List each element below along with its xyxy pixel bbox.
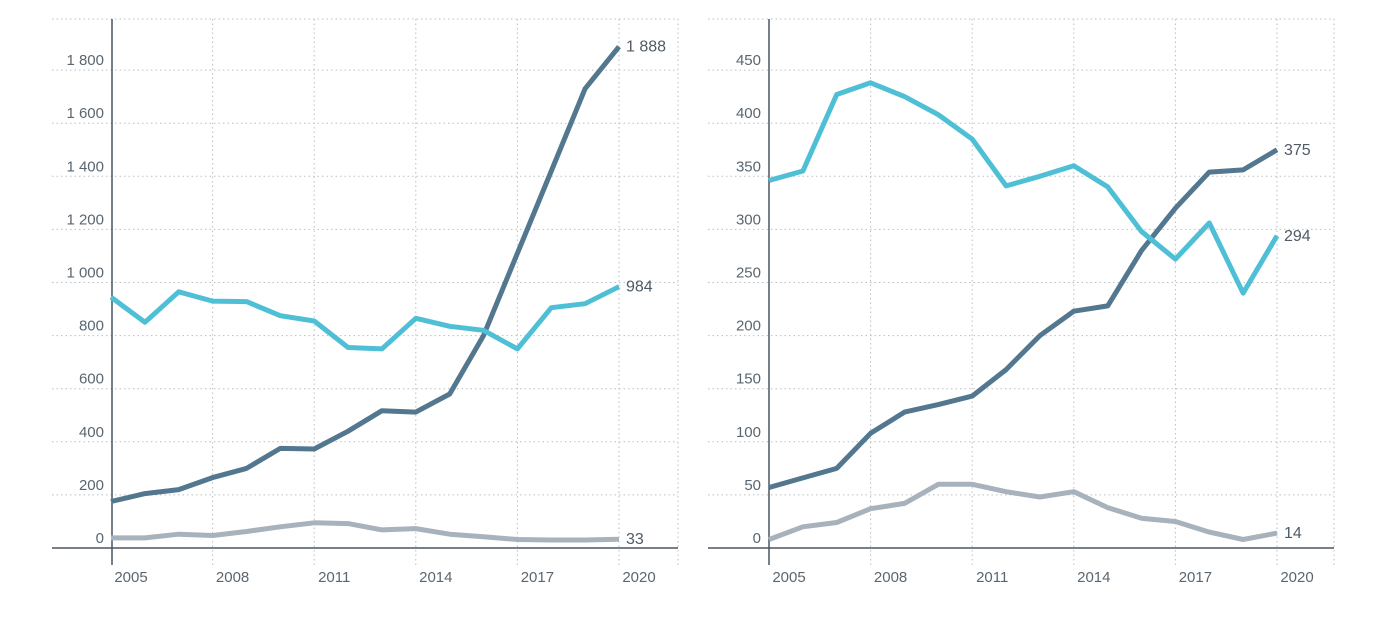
series-end-label: 294 — [1284, 228, 1311, 245]
series-end-label: 984 — [626, 279, 653, 296]
y-tick-label: 1 000 — [66, 265, 104, 282]
x-gridlines — [212, 19, 679, 565]
y-tick-label: 600 — [79, 371, 104, 388]
series-line-2 — [768, 80, 1280, 296]
series-line-2 — [109, 284, 621, 352]
series-line-3 — [111, 520, 620, 543]
x-tick-label: 2011 — [318, 569, 350, 586]
series-end-label: 33 — [626, 531, 644, 548]
x-tick-label: 2008 — [874, 569, 907, 586]
y-tick-label: 1 200 — [66, 211, 104, 228]
y-tick-label: 0 — [96, 530, 104, 547]
y-tick-label: 1 600 — [66, 105, 104, 122]
series-end-label: 375 — [1284, 142, 1311, 159]
y-tick-label: 100 — [736, 424, 761, 441]
series-line-1 — [768, 147, 1279, 490]
y-tick-label: 800 — [79, 318, 104, 335]
chart-panel-1: 0 200 400 600 800 1 000 1 200 1 400 1 600 1 800 20… — [52, 18, 679, 586]
series-line-1 — [110, 45, 621, 504]
series-end-label: 14 — [1284, 525, 1302, 542]
x-tick-label: 2014 — [419, 569, 452, 586]
x-tick-label: 2011 — [976, 569, 1008, 586]
x-tick-label: 2020 — [622, 569, 655, 586]
y-tick-label: 200 — [736, 318, 761, 335]
y-tick-label: 1 800 — [66, 52, 104, 69]
x-tick-label: 2017 — [1179, 569, 1212, 586]
y-tick-label: 400 — [736, 105, 761, 122]
series-line-3 — [768, 481, 1278, 542]
chart-panel-2: 0 50 100 150 200 250 300 350 400 450 2005 2008 2011 2… — [708, 18, 1335, 586]
x-tick-label: 2020 — [1280, 569, 1313, 586]
y-tick-label: 200 — [79, 477, 104, 494]
y-tick-label: 50 — [744, 477, 761, 494]
y-tick-label: 400 — [79, 424, 104, 441]
x-gridlines — [870, 19, 1335, 565]
y-gridlines — [708, 18, 1334, 496]
y-tick-label: 1 400 — [66, 158, 104, 175]
y-tick-label: 300 — [736, 211, 761, 228]
y-tick-label: 0 — [753, 530, 761, 547]
series-end-label: 1 888 — [626, 39, 666, 56]
x-tick-label: 2008 — [216, 569, 249, 586]
y-gridlines — [52, 18, 678, 496]
x-tick-label: 2014 — [1077, 569, 1110, 586]
x-tick-label: 2017 — [521, 569, 554, 586]
y-tick-label: 350 — [736, 158, 761, 175]
y-tick-label: 450 — [736, 52, 761, 69]
y-tick-label: 250 — [736, 265, 761, 282]
x-tick-label: 2005 — [114, 569, 147, 586]
x-tick-label: 2005 — [772, 569, 805, 586]
y-tick-label: 150 — [736, 371, 761, 388]
